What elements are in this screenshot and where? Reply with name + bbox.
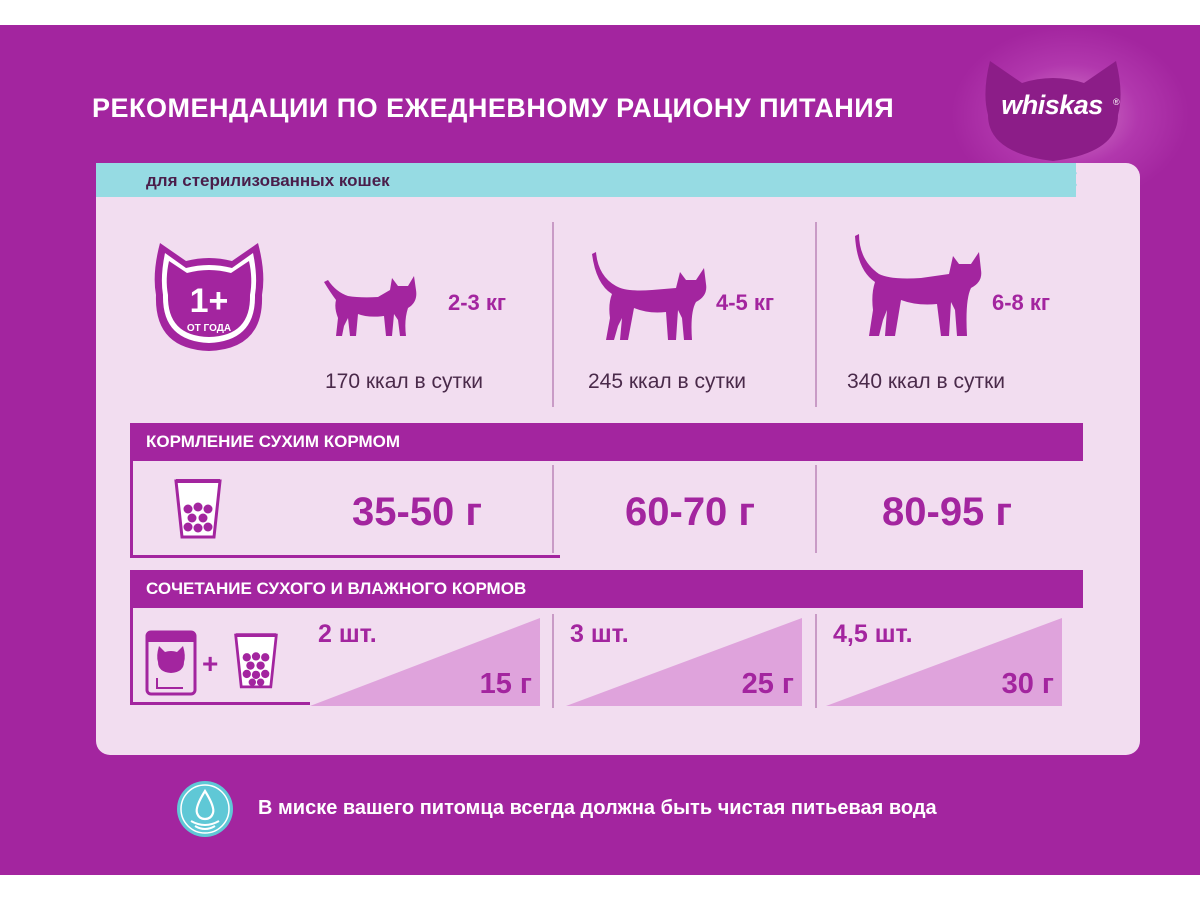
combo-feeding-frame bbox=[130, 702, 310, 705]
whiskas-logo: whiskas ® bbox=[950, 25, 1190, 225]
large-cat-icon bbox=[855, 234, 982, 336]
age-badge-caption: ОТ ГОДА bbox=[187, 323, 231, 334]
brand-name: whiskas bbox=[1001, 90, 1103, 120]
dry-feeding-frame bbox=[130, 555, 560, 558]
dry-food-cup-icon bbox=[234, 633, 278, 689]
kcal-label: 340 ккал в сутки bbox=[847, 370, 1006, 393]
page-title: РЕКОМЕНДАЦИИ ПО ЕЖЕДНЕВНОМУ РАЦИОНУ ПИТА… bbox=[92, 93, 895, 123]
column-divider bbox=[552, 465, 554, 553]
small-cat-icon bbox=[324, 276, 417, 336]
column-divider bbox=[552, 614, 554, 708]
combo-feeding-header bbox=[130, 570, 1083, 608]
dry-feeding-title: КОРМЛЕНИЕ СУХИМ КОРМОМ bbox=[146, 432, 401, 451]
wet-pouch-count: 4,5 шт. bbox=[833, 620, 913, 648]
audience-strip bbox=[96, 163, 1076, 197]
column-divider bbox=[815, 465, 817, 553]
combo-feeding-frame bbox=[130, 570, 133, 705]
combo-feeding-title: СОЧЕТАНИЕ СУХОГО И ВЛАЖНОГО КОРМОВ bbox=[146, 579, 527, 598]
age-badge-icon: 1+ ОТ ГОДА bbox=[154, 243, 264, 351]
water-note: В миске вашего питомца всегда должна быт… bbox=[258, 797, 937, 819]
brand-trademark: ® bbox=[1113, 97, 1120, 107]
cat-head-logo-icon bbox=[985, 61, 1121, 161]
dry-feeding-frame bbox=[130, 423, 133, 558]
weight-label: 6-8 кг bbox=[992, 290, 1051, 315]
ratio-triangle bbox=[310, 618, 540, 706]
water-drop-icon bbox=[177, 781, 233, 837]
medium-cat-icon bbox=[592, 252, 707, 340]
strip-torn-edge bbox=[1070, 163, 1077, 197]
ratio-triangle bbox=[826, 618, 1062, 706]
wet-pouch-count: 2 шт. bbox=[318, 620, 377, 648]
dry-portion-value: 80-95 г bbox=[882, 490, 1013, 534]
kcal-label: 170 ккал в сутки bbox=[325, 370, 484, 393]
dry-portion-value: 35-50 г bbox=[352, 490, 483, 534]
dry-portion-value: 60-70 г bbox=[625, 490, 756, 534]
column-divider bbox=[815, 614, 817, 708]
combo-dry-grams: 30 г bbox=[1001, 668, 1054, 700]
wet-pouch-count: 3 шт. bbox=[570, 620, 629, 648]
kcal-label: 245 ккал в сутки bbox=[588, 370, 747, 393]
column-divider bbox=[552, 222, 554, 407]
plus-sign: + bbox=[202, 648, 219, 679]
column-divider bbox=[815, 222, 817, 407]
wet-food-pouch-icon bbox=[145, 630, 197, 696]
combo-dry-grams: 25 г bbox=[741, 668, 794, 700]
age-badge-value: 1+ bbox=[190, 282, 229, 320]
combo-dry-grams: 15 г bbox=[479, 668, 532, 700]
weight-label: 2-3 кг bbox=[448, 290, 507, 315]
weight-label: 4-5 кг bbox=[716, 290, 775, 315]
ratio-triangle bbox=[566, 618, 802, 706]
dry-feeding-header bbox=[130, 423, 1083, 461]
audience-label: для стерилизованных кошек bbox=[146, 171, 390, 190]
dry-food-cup-icon bbox=[174, 479, 222, 539]
